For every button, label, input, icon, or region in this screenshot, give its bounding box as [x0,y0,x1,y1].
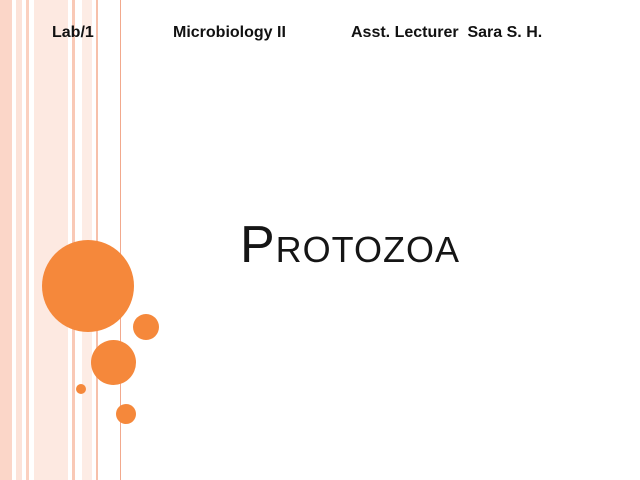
header-lecturer: Asst. Lecturer Sara S. H. [351,24,543,41]
decorative-stripe [120,0,121,480]
decorative-circle-small [133,314,159,340]
decorative-stripe [0,0,12,480]
decorative-stripe [72,0,75,480]
header-lab: Lab/1 [52,24,94,41]
decorative-stripe [34,0,68,480]
decorative-circle-tiny [76,384,86,394]
decorative-stripe [26,0,29,480]
decorative-circle-medium [91,340,136,385]
header-course: Microbiology II [173,24,286,41]
slide-title: Protozoa [239,216,461,274]
decorative-stripe [16,0,22,480]
decorative-circle-small [116,404,136,424]
decorative-circle-large [42,240,134,332]
